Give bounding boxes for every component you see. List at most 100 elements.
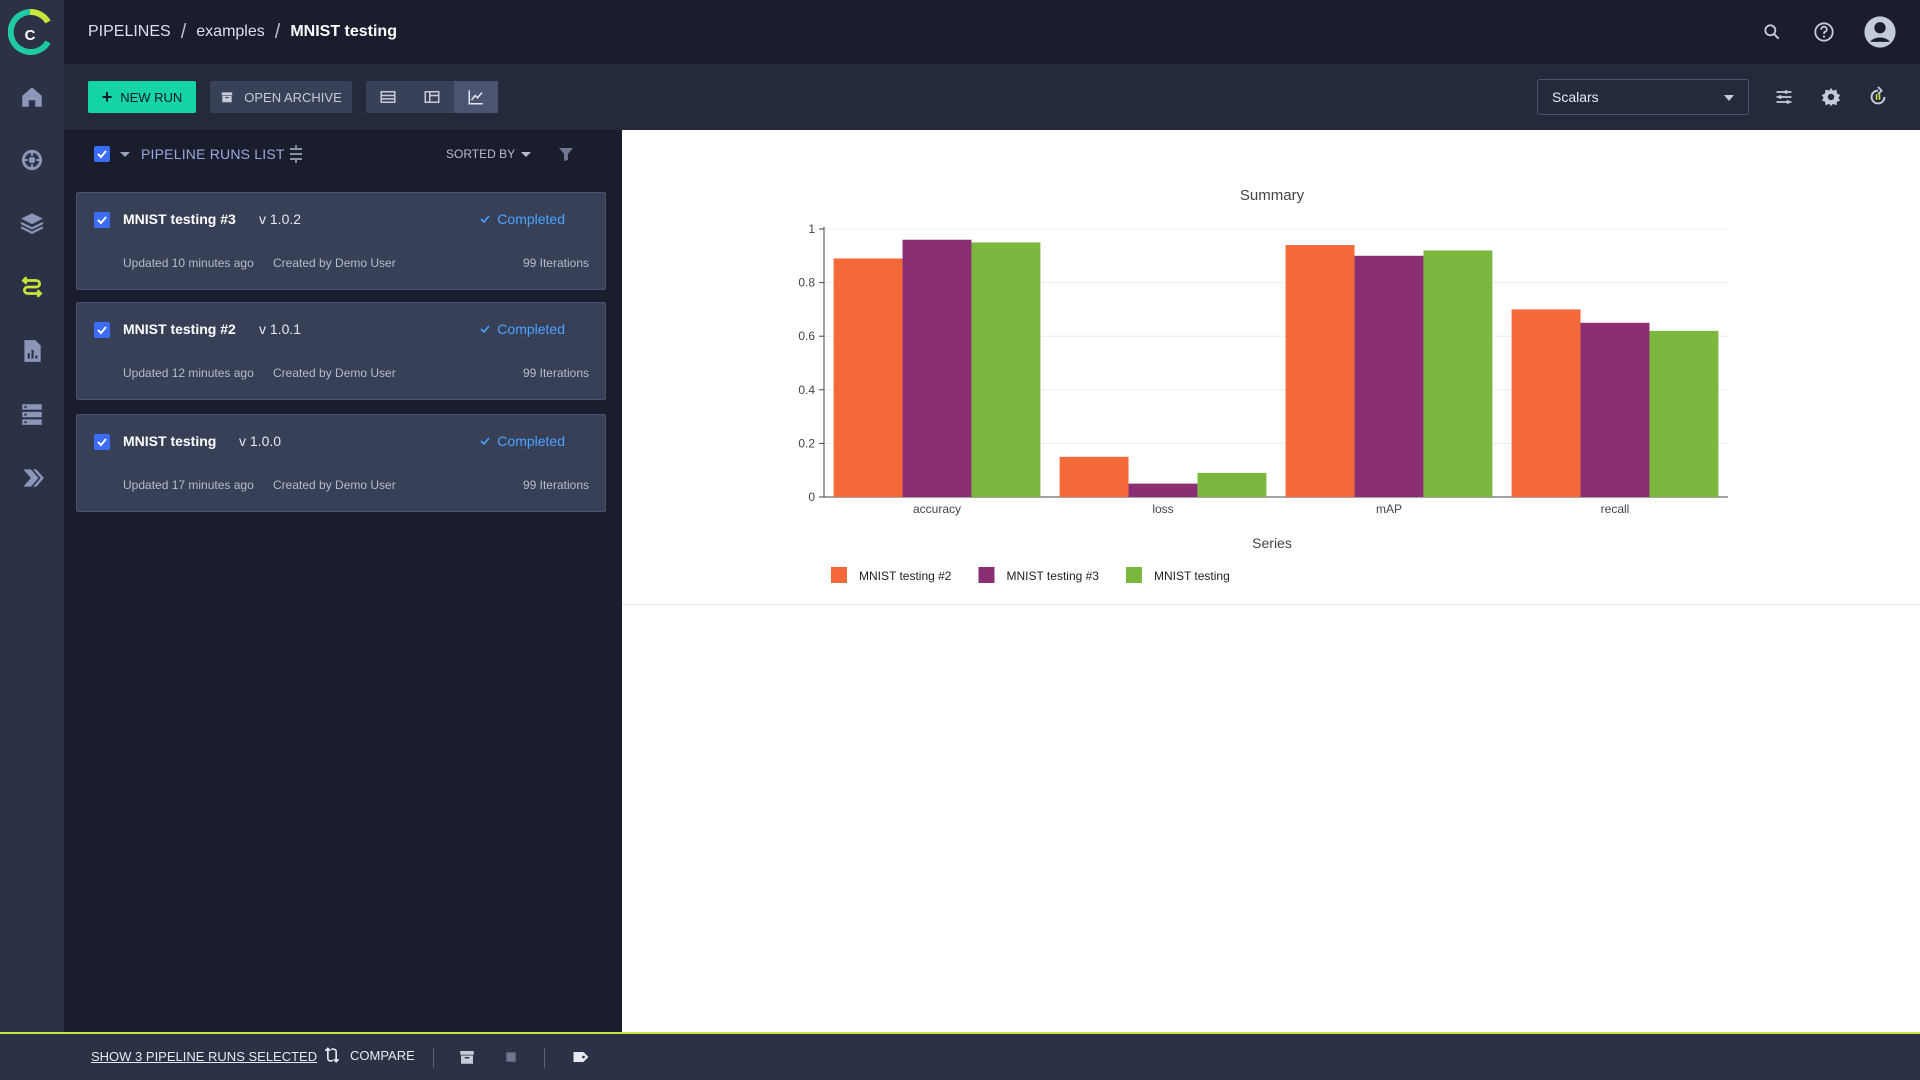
run-updated: Updated 10 minutes ago xyxy=(123,256,254,270)
select-menu-chevron-icon[interactable] xyxy=(120,152,130,157)
legend-swatch xyxy=(1125,567,1142,583)
bar xyxy=(971,242,1041,497)
pipelines-icon[interactable] xyxy=(12,267,52,307)
legend-entry: MNIST testing xyxy=(1154,569,1230,583)
compare-button[interactable]: COMPARE xyxy=(322,1045,415,1065)
new-run-button[interactable]: + NEW RUN xyxy=(88,81,196,113)
footer-separator xyxy=(544,1048,545,1068)
run-card[interactable]: MNIST testing v 1.0.0 Completed Updated … xyxy=(76,414,606,512)
footer-separator xyxy=(433,1048,434,1068)
details-view-button[interactable] xyxy=(410,81,454,113)
y-tick-label: 0.8 xyxy=(798,276,815,290)
stop-icon[interactable] xyxy=(500,1046,522,1068)
legend-entry: MNIST testing #3 xyxy=(1006,569,1099,583)
chart-view-icon xyxy=(468,90,483,105)
bar xyxy=(1128,483,1198,497)
run-status: Completed xyxy=(479,321,565,337)
checkmark-icon xyxy=(97,326,107,335)
select-all-checkbox[interactable] xyxy=(94,146,110,162)
run-status-label: Completed xyxy=(497,321,565,337)
table-view-icon xyxy=(380,91,396,103)
legend-entry: MNIST testing #2 xyxy=(859,569,952,583)
auto-refresh-icon[interactable] xyxy=(1862,81,1894,113)
bar xyxy=(1059,456,1129,497)
summary-bar-chart: 0 0.2 0.4 0.6 0.8 1 accuracy loss mAP recall Summa… xyxy=(798,187,1728,583)
open-archive-button[interactable]: OPEN ARCHIVE xyxy=(210,81,352,113)
run-updated: Updated 17 minutes ago xyxy=(123,478,254,492)
pipeline-runs-panel: PIPELINE RUNS LIST SORTED BY MNIST testi… xyxy=(64,130,622,1032)
legend-swatch xyxy=(831,567,847,583)
datasets-icon[interactable] xyxy=(12,394,52,434)
bar xyxy=(902,239,972,497)
run-checkbox[interactable] xyxy=(94,212,110,228)
show-selected-link[interactable]: SHOW 3 PIPELINE RUNS SELECTED xyxy=(91,1049,318,1064)
run-name: MNIST testing xyxy=(123,433,217,449)
run-checkbox[interactable] xyxy=(94,322,110,338)
chevron-down-icon xyxy=(1724,95,1734,101)
bar xyxy=(833,258,903,497)
y-tick-label: 0 xyxy=(808,490,815,504)
y-tick-label: 1 xyxy=(808,222,815,236)
x-tick-label: recall xyxy=(1601,502,1630,516)
compare-view-button[interactable] xyxy=(454,81,498,113)
chart-panel: 0 0.2 0.4 0.6 0.8 1 accuracy loss mAP recall Summa… xyxy=(622,130,1920,1032)
run-iterations: 99 Iterations xyxy=(522,478,589,492)
run-created-by: Created by Demo User xyxy=(273,366,396,380)
metric-type-select[interactable]: Scalars xyxy=(1537,79,1749,115)
deploy-icon[interactable] xyxy=(12,458,52,498)
breadcrumb-project[interactable]: examples xyxy=(196,23,265,40)
app-logo-icon[interactable]: C xyxy=(7,8,52,56)
y-tick-label: 0.2 xyxy=(798,436,815,450)
run-status-label: Completed xyxy=(497,211,565,227)
check-icon xyxy=(480,325,490,334)
svg-text:C: C xyxy=(25,27,36,44)
run-updated: Updated 12 minutes ago xyxy=(123,366,254,380)
sort-button[interactable]: SORTED BY xyxy=(446,147,532,161)
archive-icon[interactable] xyxy=(456,1046,478,1068)
new-run-label: NEW RUN xyxy=(120,89,183,105)
tune-icon[interactable] xyxy=(1768,81,1800,113)
bar xyxy=(1580,322,1650,497)
metric-type-value: Scalars xyxy=(1552,89,1599,105)
check-icon xyxy=(480,437,490,446)
run-created-by: Created by Demo User xyxy=(273,256,396,270)
bar xyxy=(1197,472,1267,497)
list-header: PIPELINE RUNS LIST SORTED BY xyxy=(64,130,622,178)
run-status: Completed xyxy=(479,211,565,227)
x-tick-label: loss xyxy=(1152,502,1173,516)
open-archive-label: OPEN ARCHIVE xyxy=(244,89,342,105)
table-view-button[interactable] xyxy=(366,81,410,113)
x-tick-label: mAP xyxy=(1376,502,1402,516)
help-icon[interactable] xyxy=(1808,16,1840,48)
brain-icon[interactable] xyxy=(12,140,52,180)
user-avatar-icon[interactable] xyxy=(1860,12,1900,52)
checkmark-icon xyxy=(97,216,107,225)
run-card[interactable]: MNIST testing #2 v 1.0.1 Completed Updat… xyxy=(76,302,606,400)
run-version: v 1.0.1 xyxy=(259,321,302,337)
archive-icon xyxy=(221,92,233,103)
selection-footer: SHOW 3 PIPELINE RUNS SELECTED COMPARE xyxy=(0,1032,1920,1080)
plus-icon: + xyxy=(101,87,113,107)
filter-icon[interactable] xyxy=(556,144,576,164)
left-nav-rail: C xyxy=(0,0,64,1032)
columns-icon[interactable] xyxy=(286,144,306,164)
run-name: MNIST testing #2 xyxy=(123,321,236,337)
layers-icon[interactable] xyxy=(12,203,52,243)
tag-icon[interactable] xyxy=(570,1046,592,1068)
list-title: PIPELINE RUNS LIST xyxy=(141,146,285,162)
gear-icon[interactable] xyxy=(1815,81,1847,113)
search-icon[interactable] xyxy=(1756,16,1788,48)
check-icon xyxy=(480,215,490,224)
sort-label: SORTED BY xyxy=(446,147,516,161)
breadcrumb-pipelines[interactable]: PIPELINES xyxy=(88,23,171,40)
reports-icon[interactable] xyxy=(12,331,52,371)
chart-divider xyxy=(622,604,1920,605)
run-created-by: Created by Demo User xyxy=(273,478,396,492)
home-icon[interactable] xyxy=(12,77,52,117)
run-checkbox[interactable] xyxy=(94,434,110,450)
details-view-icon xyxy=(424,91,440,103)
run-card[interactable]: MNIST testing #3 v 1.0.2 Completed Updat… xyxy=(76,192,606,290)
bar xyxy=(1649,330,1719,497)
checkmark-icon xyxy=(97,438,107,447)
bar xyxy=(1423,250,1493,497)
